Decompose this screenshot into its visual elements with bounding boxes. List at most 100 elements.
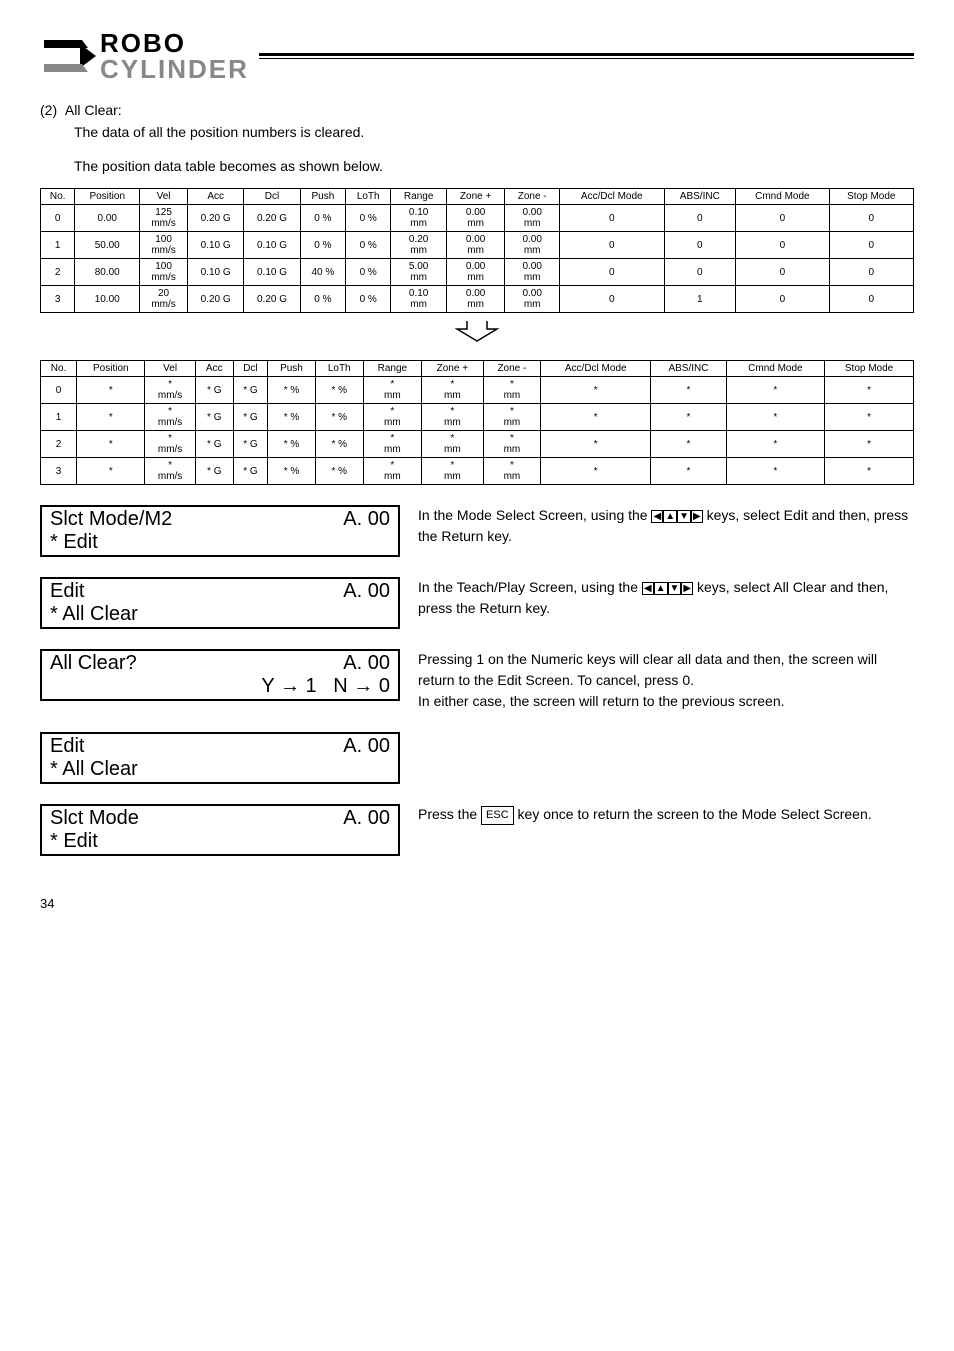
table-cell: *mm/s: [145, 431, 195, 458]
table-cell: *mm/s: [145, 377, 195, 404]
table-header: Zone +: [446, 189, 504, 205]
lcd-slct-mode-m2: Slct Mode/M2A. 00 * Edit: [40, 505, 400, 557]
table-cell: 0.00mm: [446, 232, 504, 259]
table-cell: * %: [268, 377, 316, 404]
table-cell: * %: [268, 431, 316, 458]
table-header: Stop Mode: [825, 361, 914, 377]
table-row: 3**mm/s* G* G* %* %*mm*mm*mm****: [41, 458, 914, 485]
header-rules: [259, 53, 914, 59]
table-cell: * %: [315, 377, 363, 404]
table-cell: * %: [268, 458, 316, 485]
table-cell: 10.00: [75, 286, 140, 313]
table-cell: *: [726, 404, 825, 431]
table-cell: *mm: [363, 458, 421, 485]
table-cell: 0 %: [346, 205, 391, 232]
table-cell: 0.00mm: [446, 286, 504, 313]
table-header: Dcl: [244, 189, 300, 205]
table-cell: * %: [315, 404, 363, 431]
table-cell: 0: [736, 232, 830, 259]
table-header: Zone -: [483, 361, 541, 377]
table-cell: 2: [41, 431, 77, 458]
table-cell: 125mm/s: [140, 205, 188, 232]
table-cell: *mm: [483, 458, 541, 485]
section-line1: The data of all the position numbers is …: [74, 124, 914, 140]
table-cell: * G: [195, 377, 233, 404]
table-cell: 50.00: [75, 232, 140, 259]
table-header: No.: [41, 189, 75, 205]
logo-icon: [40, 34, 100, 78]
lcd-text: Slct Mode: [50, 807, 139, 830]
table-cell: 100mm/s: [140, 232, 188, 259]
lcd-text: Slct Mode/M2: [50, 508, 172, 531]
table-cell: *mm: [422, 431, 484, 458]
down-arrow-icon: [40, 319, 914, 346]
table-cell: *mm: [483, 431, 541, 458]
lcd-text: A. 00: [343, 652, 390, 675]
lcd-edit-allclear-2: EditA. 00 * All Clear: [40, 732, 400, 784]
table-header: Push: [268, 361, 316, 377]
table-header: Vel: [145, 361, 195, 377]
arrow-keys-icon: ◀: [642, 582, 654, 595]
table-cell: 2: [41, 259, 75, 286]
table-cell: 0: [560, 259, 665, 286]
lcd-text: * Edit: [50, 531, 98, 554]
table-cell: *: [825, 458, 914, 485]
table-cell: * G: [195, 404, 233, 431]
table-cell: *mm: [363, 431, 421, 458]
table-cell: * G: [233, 458, 267, 485]
table-cell: 0 %: [346, 232, 391, 259]
table-cell: 0.00mm: [505, 232, 560, 259]
table-cell: 0.20 G: [187, 286, 243, 313]
step-1-desc: In the Mode Select Screen, using the ◀▲▼…: [418, 505, 914, 547]
header-logo-bar: ROBO CYLINDER: [40, 30, 914, 82]
table-cell: *: [77, 431, 145, 458]
step-5-desc: Press the ESC key once to return the scr…: [418, 804, 914, 825]
table-cell: *: [651, 431, 726, 458]
lcd-text: * All Clear: [50, 603, 138, 626]
table-header: No.: [41, 361, 77, 377]
section-num: (2): [40, 102, 57, 118]
section-line2: The position data table becomes as shown…: [74, 158, 914, 174]
table-row: 280.00100mm/s0.10 G0.10 G40 %0 %5.00mm0.…: [41, 259, 914, 286]
table-cell: *mm: [483, 404, 541, 431]
arrow-keys-icon: ▲: [663, 510, 677, 523]
lcd-text: Edit: [50, 580, 84, 603]
table-header: LoTh: [315, 361, 363, 377]
table-header: Zone -: [505, 189, 560, 205]
position-table-after: No.PositionVelAccDclPushLoThRangeZone +Z…: [40, 360, 914, 485]
table-header: Acc: [195, 361, 233, 377]
table-cell: 40 %: [300, 259, 345, 286]
table-cell: 0 %: [346, 259, 391, 286]
table-cell: * %: [315, 458, 363, 485]
table-cell: 0: [560, 286, 665, 313]
table-cell: * G: [195, 431, 233, 458]
table-cell: *mm: [363, 404, 421, 431]
table-cell: 0: [736, 259, 830, 286]
table-cell: 0.20 G: [244, 205, 300, 232]
table-header: Push: [300, 189, 345, 205]
step-5: Slct ModeA. 00 * Edit Press the ESC key …: [40, 804, 914, 856]
table-header: Position: [77, 361, 145, 377]
arrow-keys-icon: ▶: [681, 582, 693, 595]
table-cell: 0.20 G: [244, 286, 300, 313]
table-cell: 1: [41, 232, 75, 259]
table-header: Stop Mode: [829, 189, 913, 205]
lcd-edit-allclear: EditA. 00 * All Clear: [40, 577, 400, 629]
section-heading: (2) All Clear:: [40, 102, 914, 118]
logo-line2: CYLINDER: [100, 56, 249, 82]
table-row: 310.0020mm/s0.20 G0.20 G0 %0 %0.10mm0.00…: [41, 286, 914, 313]
table-cell: *: [77, 377, 145, 404]
step-2-desc: In the Teach/Play Screen, using the ◀▲▼▶…: [418, 577, 914, 619]
logo-text: ROBO CYLINDER: [100, 30, 249, 82]
lcd-text: * All Clear: [50, 758, 138, 781]
table-cell: *mm/s: [145, 458, 195, 485]
table-cell: *: [541, 377, 651, 404]
table-cell: *mm: [422, 404, 484, 431]
table-cell: 0: [829, 286, 913, 313]
table-cell: 0: [41, 377, 77, 404]
table-cell: *mm: [363, 377, 421, 404]
arrow-keys-icon: ▶: [691, 510, 703, 523]
arrow-keys-icon: ▼: [668, 582, 682, 595]
table-cell: * %: [315, 431, 363, 458]
table-row: 0**mm/s* G* G* %* %*mm*mm*mm****: [41, 377, 914, 404]
